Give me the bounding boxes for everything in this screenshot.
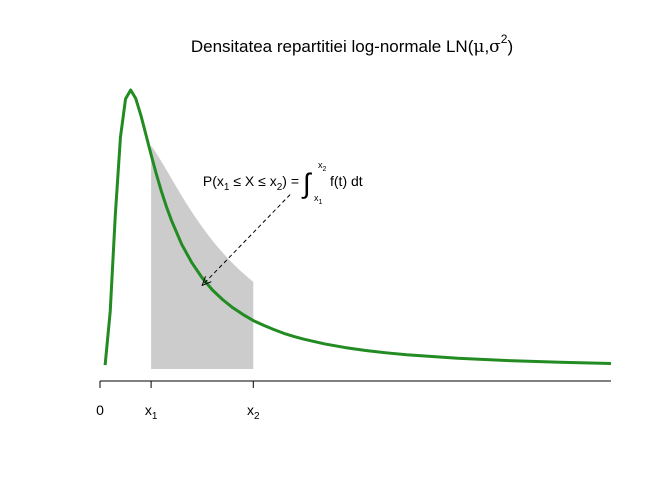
- annotation-lower-limit: x1: [314, 193, 323, 206]
- annotation-probability-label: P(x1 ≤ X ≤ x2) =: [203, 173, 299, 193]
- x-tick-label-0: 0: [96, 402, 104, 418]
- annotation-integral-sign: ∫: [301, 168, 313, 199]
- x-tick-label-2: x2: [247, 402, 260, 422]
- annotation-upper-limit: x2: [318, 160, 327, 173]
- shaded-probability-area: [151, 145, 254, 369]
- chart-title: Densitatea repartitiei log-normale LN(μ,…: [191, 32, 513, 57]
- x-axis-ticks: 0 x1 x2: [96, 381, 260, 422]
- density-curve-line: [103, 88, 612, 366]
- annotation-integrand: f(t) dt: [330, 173, 363, 189]
- annotation-arrow: [202, 194, 291, 286]
- x-tick-label-1: x1: [145, 402, 158, 422]
